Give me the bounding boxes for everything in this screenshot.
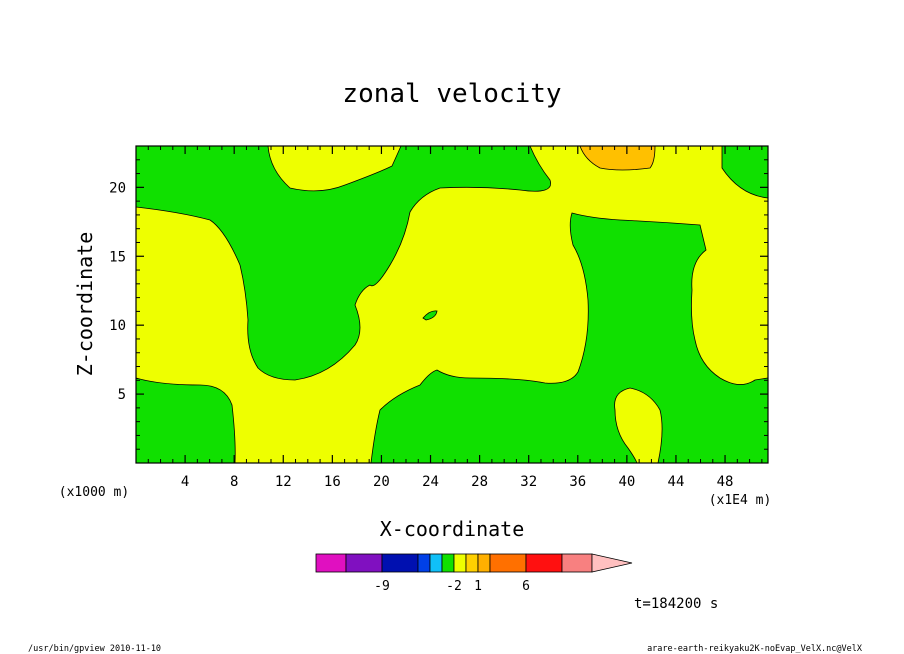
y-tick-label-2: 15 xyxy=(109,249,126,265)
x-tick-label-0: 4 xyxy=(181,474,189,490)
contour-region-bottom-center xyxy=(370,212,769,464)
colorbar-bin-9 xyxy=(489,553,527,573)
x-tick-label-9: 40 xyxy=(618,474,635,490)
x-tick-label-1: 8 xyxy=(230,474,238,490)
y-scale-label: (x1000 m) xyxy=(59,485,129,500)
contour-region-bottom-left xyxy=(135,377,236,464)
colorbar-bin-11 xyxy=(561,553,593,573)
colorbar-label-3: 6 xyxy=(522,579,530,594)
contour-region-top-left xyxy=(135,145,552,381)
y-tick-label-0: 5 xyxy=(118,387,126,403)
colorbar-bin-3 xyxy=(417,553,431,573)
x-tick-label-2: 12 xyxy=(275,474,292,490)
footer-right: arare-earth-reikyaku2K-noEvap_VelX.nc@Ve… xyxy=(647,644,863,654)
contour-region-small xyxy=(422,310,438,321)
colorbar-label-0: -9 xyxy=(374,579,390,594)
colorbar xyxy=(315,553,633,573)
colorbar-label-1: -2 xyxy=(446,579,462,594)
plot-frame xyxy=(135,145,769,464)
colorbar-bin-6 xyxy=(453,553,467,573)
colorbar-bin-2 xyxy=(381,553,419,573)
chart-title: zonal velocity xyxy=(342,79,561,109)
contour-plot xyxy=(135,145,769,464)
x-tick-label-7: 32 xyxy=(520,474,537,490)
colorbar-bin-1 xyxy=(345,553,383,573)
colorbar-bin-8 xyxy=(477,553,491,573)
x-tick-label-6: 28 xyxy=(471,474,488,490)
colorbar-label-2: 1 xyxy=(474,579,482,594)
y-tick-label-3: 20 xyxy=(109,180,126,196)
x-tick-label-10: 44 xyxy=(668,474,685,490)
x-tick-label-4: 20 xyxy=(373,474,390,490)
footer-left: /usr/bin/gpview 2010-11-10 xyxy=(28,644,161,654)
colorbar-extend-arrow xyxy=(591,553,633,573)
colorbar-bin-7 xyxy=(465,553,479,573)
x-tick-label-8: 36 xyxy=(569,474,586,490)
colorbar-bin-5 xyxy=(441,553,455,573)
y-axis-label: Z-coordinate xyxy=(73,232,97,377)
x-tick-label-3: 16 xyxy=(324,474,341,490)
colorbar-bin-0 xyxy=(315,553,347,573)
colorbar-bin-4 xyxy=(429,553,443,573)
contour-region-high xyxy=(579,145,656,171)
x-tick-label-5: 24 xyxy=(422,474,439,490)
x-axis-label: X-coordinate xyxy=(380,517,525,541)
x-tick-label-11: 48 xyxy=(717,474,734,490)
time-label: t=184200 s xyxy=(634,596,718,612)
x-scale-label: (x1E4 m) xyxy=(709,493,772,508)
y-tick-label-1: 10 xyxy=(109,318,126,334)
colorbar-bin-10 xyxy=(525,553,563,573)
